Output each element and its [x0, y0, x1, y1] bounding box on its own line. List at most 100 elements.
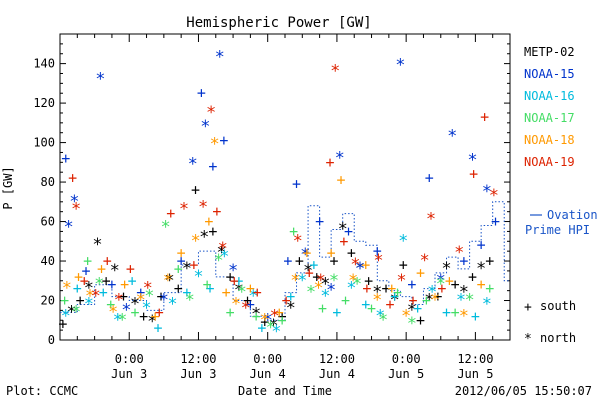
data-point-noaa-16-south: + [286, 288, 295, 306]
data-point-noaa-17-south: + [83, 252, 92, 270]
data-point-noaa-19-south: + [80, 272, 89, 290]
data-point-noaa-19-north: * [241, 298, 251, 318]
data-point-metp-02-south: + [295, 252, 304, 270]
data-point-noaa-18-south: + [151, 307, 160, 325]
data-point-noaa-18-south: + [361, 256, 370, 274]
data-point-metp-02-south: + [433, 288, 442, 306]
data-point-noaa-19-north: * [114, 291, 124, 311]
data-point-noaa-15-north: * [95, 69, 105, 89]
data-point-noaa-18-north: * [209, 135, 219, 155]
data-point-noaa-19-south: + [362, 280, 371, 298]
data-point-metp-02-north: * [441, 259, 451, 279]
data-point-metp-02-north: * [424, 291, 434, 311]
data-point-noaa-15-north: * [64, 217, 74, 237]
data-point-noaa-17-north: * [407, 314, 417, 334]
data-point-metp-02-north: * [320, 275, 330, 295]
x-tick-time: 12:00 [319, 352, 355, 366]
data-point-noaa-18-south: + [477, 276, 486, 294]
data-point-noaa-18-south: + [336, 171, 345, 189]
data-point-noaa-17-south: + [341, 292, 350, 310]
data-point-noaa-19-south: + [189, 256, 198, 274]
data-point-noaa-17-south: + [60, 292, 69, 310]
data-point-metp-02-south: + [119, 288, 128, 306]
data-point-metp-02-north: * [476, 259, 486, 279]
legend-ovation-line1: Ovation [547, 208, 598, 222]
data-point-noaa-15-south: + [81, 262, 90, 280]
data-point-metp-02-south: + [191, 181, 200, 199]
data-point-noaa-16-south: + [234, 272, 243, 290]
data-point-noaa-17-north: * [214, 251, 224, 271]
data-point-noaa-18-north: * [190, 231, 200, 251]
data-point-noaa-17-north: * [160, 217, 170, 237]
data-point-noaa-16-south: + [332, 303, 341, 321]
data-point-noaa-16-south: + [154, 319, 163, 337]
data-point-noaa-19-north: * [218, 239, 228, 259]
data-point-metp-02-north: * [92, 235, 102, 255]
data-point-noaa-17-south: + [318, 299, 327, 317]
x-tick-date: Jun 5 [457, 367, 493, 381]
legend-ovation-line2: Prime HPI [525, 223, 590, 237]
data-point-noaa-18-north: * [108, 302, 118, 322]
data-point-noaa-15-south: + [246, 295, 255, 313]
y-tick-label: 20 [41, 294, 55, 308]
data-point-noaa-16-north: * [113, 310, 123, 330]
data-point-noaa-15-north: * [326, 281, 336, 301]
legend-noaa15: NOAA-15 [524, 67, 575, 81]
data-point-noaa-18-north: * [372, 291, 382, 311]
data-point-noaa-19-north: * [143, 279, 153, 299]
chart-title: Hemispheric Power [GW] [186, 15, 371, 31]
y-tick-label: 80 [41, 175, 55, 189]
data-point-noaa-19-north: * [71, 200, 81, 220]
data-point-noaa-16-north: * [193, 267, 203, 287]
data-point-noaa-15-north: * [395, 56, 405, 76]
data-point-noaa-19-north: * [206, 103, 216, 123]
y-tick-label: 60 [41, 215, 55, 229]
data-point-noaa-19-south: + [126, 260, 135, 278]
legend: METP-02 NOAA-15 NOAA-16 NOAA-17 NOAA-18 … [524, 45, 598, 347]
y-tick-label: 0 [48, 333, 55, 347]
data-point-noaa-19-north: * [330, 62, 340, 82]
data-point-noaa-18-south: + [97, 260, 106, 278]
x-tick-time: 0:00 [115, 352, 144, 366]
data-point-noaa-18-south: + [302, 244, 311, 262]
plot-timestamp: 2012/06/05 15:50:07 [455, 384, 592, 398]
data-point-noaa-16-north: * [482, 294, 492, 314]
data-point-noaa-19-south: + [68, 169, 77, 187]
data-point-metp-02-north: * [407, 300, 417, 320]
x-tick-date: Jun 4 [319, 367, 355, 381]
x-tick-time: 0:00 [392, 352, 421, 366]
data-point-noaa-18-south: + [120, 276, 129, 294]
data-point-noaa-16-south: + [309, 256, 318, 274]
data-point-noaa-16-north: * [427, 283, 437, 303]
data-point-noaa-17-south: + [226, 303, 235, 321]
data-point-noaa-17-north: * [265, 318, 275, 338]
data-point-metp-02-south: + [208, 222, 217, 240]
data-point-metp-02-south: + [278, 307, 287, 325]
data-point-noaa-19-south: + [155, 303, 164, 321]
data-point-metp-02-south: + [102, 272, 111, 290]
data-point-noaa-15-south: + [197, 84, 206, 102]
data-point-noaa-15-north: * [335, 148, 345, 168]
ovation-step-line [60, 201, 510, 321]
data-point-noaa-17-south: + [422, 292, 431, 310]
data-point-noaa-16-north: * [248, 287, 258, 307]
data-point-noaa-19-south: + [212, 203, 221, 221]
data-point-noaa-15-north: * [447, 127, 457, 147]
data-point-noaa-16-south: + [413, 299, 422, 317]
data-point-noaa-15-north: * [188, 154, 198, 174]
data-point-metp-02-south: + [156, 288, 165, 306]
data-point-noaa-18-north: * [62, 279, 72, 299]
ovation-series [60, 201, 510, 321]
data-point-metp-02-north: * [234, 281, 244, 301]
data-point-noaa-19-south: + [325, 153, 334, 171]
data-point-noaa-17-north: * [117, 310, 127, 330]
data-point-metp-02-south: + [381, 280, 390, 298]
data-point-noaa-19-south: + [469, 165, 478, 183]
data-point-noaa-19-north: * [179, 200, 189, 220]
data-point-noaa-17-south: + [106, 295, 115, 313]
data-point-noaa-18-north: * [430, 291, 440, 311]
data-point-noaa-19-north: * [426, 210, 436, 230]
data-point-metp-02-south: + [226, 268, 235, 286]
data-point-noaa-15-south: + [491, 213, 500, 231]
